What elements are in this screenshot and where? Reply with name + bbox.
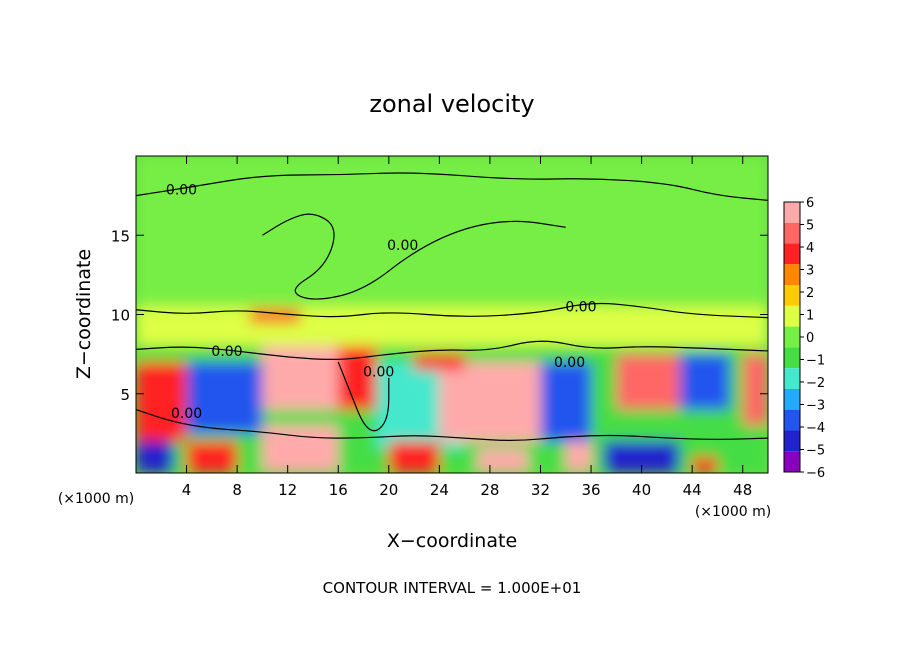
contour-line-5 bbox=[337, 361, 390, 432]
chart-title: zonal velocity bbox=[369, 90, 534, 118]
heatmap-cell-8 bbox=[439, 362, 541, 442]
contour-line-4 bbox=[136, 409, 768, 441]
colorbar-label-4: 2 bbox=[806, 286, 814, 301]
colorbar-label-9: −3 bbox=[806, 399, 825, 414]
x-tick-label-1: 8 bbox=[232, 481, 242, 499]
colorbar-label-3: 3 bbox=[806, 264, 814, 279]
x-axis-label: X−coordinate bbox=[387, 530, 517, 552]
colorbar-swatch-4 bbox=[784, 285, 800, 306]
contour-line-3 bbox=[136, 340, 768, 361]
heatmap-cell-14 bbox=[388, 441, 440, 473]
colorbar-swatch-7 bbox=[784, 347, 800, 369]
colorbar-label-10: −4 bbox=[806, 421, 825, 436]
x-tick-label-8: 36 bbox=[581, 481, 600, 499]
colorbar-swatch-5 bbox=[784, 305, 800, 327]
heatmap-cell-15 bbox=[477, 449, 528, 473]
heatmap-cell-18 bbox=[136, 441, 174, 473]
y-axis: 5 10 15 bbox=[111, 227, 768, 404]
colorbar-swatch-11 bbox=[784, 430, 800, 452]
x-tick-label-3: 16 bbox=[329, 481, 348, 499]
x-tick-label-5: 24 bbox=[430, 481, 449, 499]
contour-labels: 0.00 0.00 0.00 0.00 0.00 0.00 0.00 bbox=[166, 182, 597, 421]
x-tick-label-2: 12 bbox=[278, 481, 297, 499]
contour-line-0 bbox=[136, 172, 768, 201]
colorbar-label-8: −2 bbox=[806, 376, 825, 391]
heatmap-cell-9 bbox=[540, 362, 592, 442]
contour-label-5: 0.00 bbox=[554, 355, 585, 371]
heatmap-cell-13 bbox=[262, 425, 339, 473]
colorbar-swatch-10 bbox=[784, 409, 800, 431]
colorbar-swatch-8 bbox=[784, 368, 800, 389]
heatmap-cell-0 bbox=[136, 156, 768, 307]
heatmap-cell-10 bbox=[616, 354, 680, 410]
x-tick-label-4: 20 bbox=[379, 481, 398, 499]
contour-label-4: 0.00 bbox=[363, 365, 394, 381]
heatmap-cell-4 bbox=[186, 362, 263, 434]
heatmap-cell-19 bbox=[186, 441, 238, 473]
heatmap-cell-1 bbox=[136, 306, 768, 347]
x-tick-label-10: 44 bbox=[683, 481, 702, 499]
colorbar-swatch-12 bbox=[784, 451, 800, 472]
y-tick-label-2: 15 bbox=[111, 227, 130, 245]
colorbar-swatch-6 bbox=[784, 326, 800, 348]
contour-label-3: 0.00 bbox=[211, 344, 242, 360]
colorbar-label-11: −5 bbox=[806, 444, 825, 459]
colorbar-label-7: −1 bbox=[806, 354, 825, 369]
colorbar-label-12: −6 bbox=[806, 466, 825, 481]
heatmap-cell-12 bbox=[742, 354, 768, 426]
colorbar-label-2: 4 bbox=[806, 241, 814, 256]
heatmap-cell-11 bbox=[679, 354, 731, 410]
colorbar-swatch-9 bbox=[784, 388, 800, 410]
heatmap-cell-20 bbox=[249, 309, 301, 323]
heatmap-cell-21 bbox=[414, 354, 465, 370]
colorbar-swatch-1 bbox=[784, 222, 800, 244]
x-tick-label-7: 32 bbox=[531, 481, 550, 499]
plot-area: 0.00 0.00 0.00 0.00 0.00 0.00 0.00 bbox=[136, 156, 768, 473]
colorbar: 6 5 4 3 2 1 0 −1 −2 −3 −4 −5 −6 bbox=[783, 196, 825, 481]
x-tick-label-0: 4 bbox=[182, 481, 192, 499]
x-unit-right: (×1000 m) bbox=[695, 504, 771, 520]
x-axis: 4 8 12 16 20 24 28 32 36 40 44 48 bbox=[182, 156, 752, 499]
colorbar-label-0: 6 bbox=[806, 196, 814, 211]
contour-interval-note: CONTOUR INTERVAL = 1.000E+01 bbox=[323, 579, 582, 597]
zero-contours bbox=[136, 172, 768, 441]
contour-label-1: 0.00 bbox=[387, 238, 418, 254]
y-tick-label-1: 10 bbox=[111, 307, 130, 325]
x-tick-label-11: 48 bbox=[733, 481, 752, 499]
y-axis-label: Z−coordinate bbox=[73, 249, 95, 379]
heatmap-cell-22 bbox=[692, 457, 718, 473]
x-unit-left: (×1000 m) bbox=[58, 491, 134, 507]
contour-label-2: 0.00 bbox=[565, 300, 596, 316]
heatmap-cell-5 bbox=[262, 346, 339, 410]
contour-label-6: 0.00 bbox=[171, 406, 202, 422]
colorbar-label-1: 5 bbox=[806, 219, 814, 234]
colorbar-swatch-2 bbox=[784, 243, 800, 265]
colorbar-label-5: 1 bbox=[806, 309, 814, 324]
heatmap-cells bbox=[136, 156, 768, 473]
contour-line-1 bbox=[262, 213, 566, 300]
heatmap-cell-16 bbox=[565, 441, 592, 473]
heatmap-cell-3 bbox=[136, 362, 187, 442]
colorbar-swatch-0 bbox=[784, 202, 800, 223]
x-tick-label-9: 40 bbox=[632, 481, 651, 499]
contour-label-0: 0.00 bbox=[166, 182, 197, 198]
colorbar-swatch-3 bbox=[784, 264, 800, 286]
contour-line-2 bbox=[136, 302, 768, 319]
x-tick-label-6: 28 bbox=[480, 481, 499, 499]
y-tick-label-0: 5 bbox=[120, 386, 130, 404]
colorbar-label-6: 0 bbox=[806, 331, 814, 346]
